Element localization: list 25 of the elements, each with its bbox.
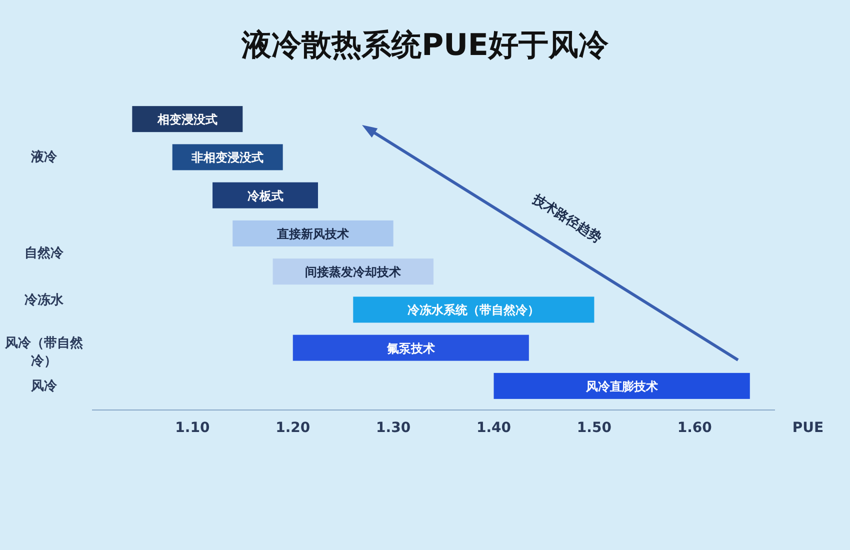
y-tick-label: 冷板式 [247, 188, 284, 203]
y-tick-label: 冷冻水系统（带自然冷） [408, 303, 540, 318]
bar [292, 334, 529, 361]
text: 自然冷 [24, 244, 64, 262]
x-tick-label: 1.60 [677, 420, 712, 436]
text: 冷冻水 [24, 292, 64, 310]
x-axis-title: PUE [792, 420, 824, 436]
text: 风冷（带自然冷） [4, 334, 84, 370]
y-tick-label: 相变浸没式 [156, 112, 218, 127]
y-tick-label: 间接蒸发冷却技术 [305, 265, 402, 280]
y-tick-label: 氟泵技术 [386, 341, 435, 356]
x-tick-label: 1.40 [476, 420, 512, 436]
x-tick-label: 1.50 [576, 420, 612, 436]
text: 风冷 [30, 378, 58, 395]
chart-title: 液冷散热系统PUE好于风冷 [240, 28, 610, 63]
y-tick-label: 风冷直膨技术 [584, 379, 658, 394]
text: 液冷 [30, 148, 58, 166]
x-tick-label: 1.10 [175, 420, 210, 436]
bar [212, 182, 318, 208]
y-tick-label: 非相变浸没式 [190, 150, 264, 165]
annotation: 技术路径趋势 [528, 190, 604, 246]
x-tick-label: 1.30 [376, 420, 411, 436]
bar [494, 372, 750, 399]
y-tick-label: 直接新风技术 [276, 226, 349, 241]
x-tick-label: 1.20 [276, 420, 310, 436]
